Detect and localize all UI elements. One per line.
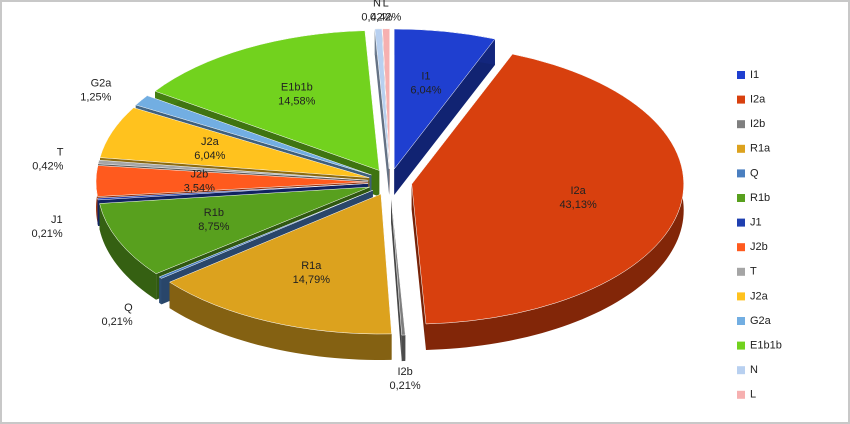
legend-label: G2a [750,315,772,327]
slice [154,30,380,171]
slice [97,159,369,181]
data-label-name: I1 [421,71,430,83]
slice [158,190,373,279]
legend-marker [737,169,745,178]
slice [95,165,369,197]
legend-marker [737,194,745,202]
legend-marker [737,120,745,129]
data-label-value: 0,42% [370,12,401,24]
data-label-name: I2a [570,185,586,197]
data-label-name: T [57,147,64,159]
slice-side [394,38,495,196]
slice-side [374,29,390,195]
data-label-value: 6,04% [410,85,441,97]
legend-label: J2b [750,241,768,253]
data-label-value: 1,25% [80,91,111,103]
data-label-name: J2b [190,168,208,180]
data-label-name: J2a [201,136,220,148]
legend-label: Q [750,167,759,179]
data-label-name: L [383,0,389,10]
legend-marker [737,267,745,276]
legend: I1 I2a I2b R1a Q R1b J1 J2b T J2a G2a E1b1b N L [737,69,782,401]
data-label-value: 8,75% [198,221,229,233]
data-label-value: 0,42% [361,12,392,24]
legend-label: I2b [750,118,765,130]
legend-marker [737,218,745,227]
legend-marker [737,243,745,252]
legend-label: R1a [750,143,771,155]
legend-marker [737,292,745,301]
legend-marker [737,317,745,325]
data-label-value: 0,21% [102,316,133,328]
slice-side [411,184,426,350]
legend-label: I2a [750,94,766,106]
legend-label: N [750,364,758,376]
data-label-value: 14,79% [293,274,331,286]
data-label-name: N [373,0,381,10]
labels: I1 6,04% I2a 43,13% I2b 0,21% R1a 14,79% Q 0,21% R… [31,0,596,392]
slice [135,95,372,176]
slice-wall [169,282,392,361]
legend-label: I1 [750,69,759,81]
slice [97,183,369,201]
legend-label: R1b [750,192,770,204]
data-label-value: 3,54% [184,182,215,194]
slice [382,28,390,169]
data-label-name: Q [124,302,133,314]
legend-marker [737,366,745,375]
slice [374,28,390,169]
data-label-value: 0,21% [389,380,420,392]
slice [411,53,684,325]
data-label-name: R1b [204,207,224,219]
legend-label: J2a [750,290,769,302]
data-label-name: G2a [91,77,113,89]
data-label-name: E1b1b [281,82,313,94]
slice [99,186,370,275]
data-label-value: 43,13% [559,199,597,211]
legend-label: L [750,389,756,401]
data-label-value: 0,21% [31,228,62,240]
legend-label: T [750,266,757,278]
slice [390,195,406,336]
legend-label: E1b1b [750,340,782,352]
data-label-value: 6,04% [194,150,225,162]
legend-marker [737,144,745,153]
legend-marker [737,95,745,104]
data-label-name: R1a [301,260,322,272]
slice-wall [401,334,406,362]
data-label-value: 14,58% [278,96,316,108]
legend-marker [737,390,745,399]
legend-label: J1 [750,217,762,229]
legend-marker [737,341,745,350]
data-label-value: 0,42% [32,161,63,173]
pie [95,28,684,362]
data-label-name: I2b [397,366,412,378]
legend-marker [737,71,745,79]
slice [393,28,496,170]
slice-wall [159,276,162,305]
slice-side [391,195,402,362]
data-label-name: J1 [51,214,63,226]
slice [99,107,370,178]
slice-wall [425,54,684,350]
slice [169,193,392,335]
